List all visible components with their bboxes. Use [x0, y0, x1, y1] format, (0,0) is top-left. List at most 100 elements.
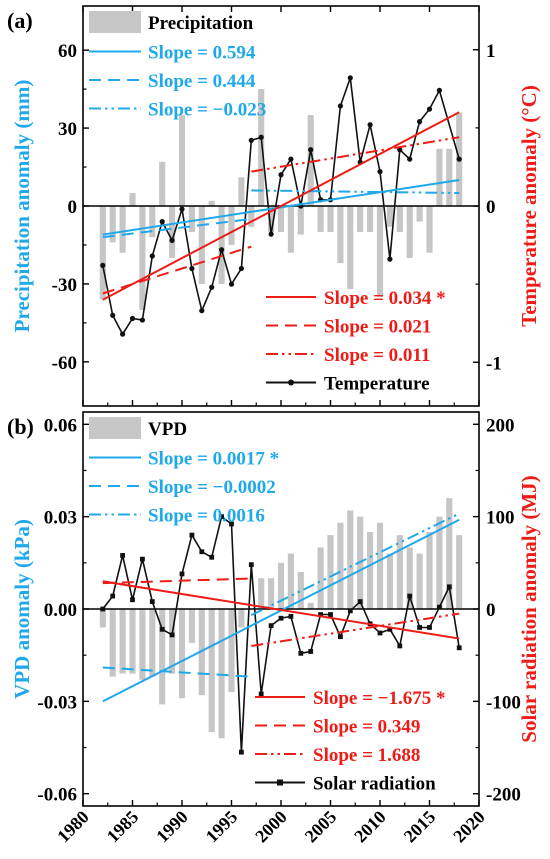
trend-line-2	[251, 189, 460, 195]
legend-label-trend: Slope = 0.444	[148, 71, 256, 92]
bar-vpd-1983	[109, 609, 116, 677]
point-1983	[110, 593, 116, 599]
point-2003	[308, 649, 314, 654]
bar-vpd-2011	[386, 553, 393, 609]
point-2006	[338, 634, 343, 640]
bar-vpd-1991	[188, 609, 195, 643]
xtick-label: 2005	[301, 807, 341, 847]
bar-vpd-2013	[406, 547, 413, 609]
legend-label-trend: Slope = 0.011	[324, 345, 430, 366]
legend-label-trend: Slope = 0.594	[148, 43, 256, 64]
bar-vpd-1985	[129, 609, 136, 674]
bar-precipitation-2002	[297, 206, 304, 235]
bar-precipitation-1992	[198, 206, 205, 284]
trend-line-3	[102, 580, 460, 640]
point-1987	[149, 599, 155, 605]
bar-vpd-2014	[416, 553, 423, 609]
bar-vpd-2018	[456, 535, 463, 609]
trend-line-3	[102, 111, 460, 301]
point-2012	[397, 643, 403, 649]
point-2012	[397, 147, 403, 153]
bar-precipitation-2016	[436, 148, 443, 206]
point-2017	[446, 584, 452, 590]
bar-precipitation-1991	[188, 206, 195, 232]
bar-precipitation-1986	[139, 206, 146, 310]
bar-vpd-1988	[159, 609, 166, 705]
point-1992	[199, 549, 205, 555]
point-1990	[179, 206, 185, 212]
point-2011	[387, 626, 393, 632]
legend-bottom: Slope = −1.675 * Slope = 0.349 Slope = 1.6…	[255, 688, 446, 795]
point-1998	[258, 134, 264, 140]
bar-precipitation-1984	[119, 206, 126, 253]
point-2009	[367, 122, 373, 128]
point-1995	[229, 521, 234, 527]
point-2001	[288, 613, 294, 619]
legend-label-trend: Slope = 1.688	[313, 745, 420, 766]
bar-precipitation-1996	[238, 177, 245, 206]
point-2000	[278, 172, 284, 178]
legend-label-trend: Slope = 0.034 *	[324, 288, 446, 309]
legend-swatch-bar	[89, 417, 141, 439]
point-1997	[248, 137, 254, 143]
legend-label-line: Solar radiation	[313, 774, 436, 795]
bar-precipitation-2005	[327, 206, 334, 232]
bar-vpd-2004	[317, 547, 324, 609]
point-2004	[318, 612, 323, 617]
legend-top: Precipitation Slope = 0.594 Slope = 0.444 S…	[89, 11, 266, 121]
bar-precipitation-1999	[268, 206, 275, 232]
bar-vpd-2007	[347, 510, 354, 609]
bar-precipitation-2006	[337, 206, 344, 264]
legend-label-trend: Slope = 0.0016	[148, 506, 265, 527]
bar-precipitation-2013	[406, 206, 413, 258]
bar-precipitation-1998	[258, 89, 265, 206]
bar-precipitation-2012	[396, 206, 403, 232]
point-2014	[417, 119, 423, 125]
bar-precipitation-2017	[446, 148, 453, 206]
trend-line-4	[102, 577, 252, 585]
legend-label-trend: Slope = −1.675 *	[313, 688, 446, 709]
point-1989	[169, 237, 175, 243]
legend-label-trend: Slope = 0.349	[313, 717, 420, 738]
legend-label-bar: VPD	[148, 419, 187, 440]
bar-precipitation-1988	[159, 161, 166, 206]
y-axis-title-right: Solar radiation anomaly (MJ)	[517, 475, 541, 742]
bar-vpd-2015	[426, 532, 433, 609]
point-2010	[377, 630, 383, 636]
point-1985	[130, 597, 135, 603]
point-2001	[288, 156, 294, 162]
ytick-label-left: -0.06	[37, 785, 77, 806]
bar-precipitation-2008	[357, 206, 364, 232]
point-2014	[417, 625, 422, 630]
bar-vpd-1986	[139, 609, 146, 680]
bar-vpd-1987	[149, 609, 156, 677]
bar-precipitation-1993	[208, 200, 215, 206]
bar-precipitation-2010	[376, 206, 384, 297]
bar-vpd-2012	[396, 535, 403, 609]
bar-vpd-1992	[198, 609, 205, 696]
bar-precipitation-2015	[426, 206, 433, 253]
bar-vpd-1999	[268, 578, 275, 609]
point-1988	[159, 626, 165, 632]
bar-vpd-1994	[218, 609, 225, 739]
legend-label-trend: Slope = 0.0017 *	[148, 449, 279, 470]
panel-a: -60 -30 0 30 60 -1 0 1 Precipitation anomaly (mm…	[7, 5, 541, 407]
trend-line-5	[251, 136, 460, 173]
point-2015	[427, 625, 432, 630]
point-1999	[268, 231, 274, 237]
legend-label-trend: Slope = −0.0002	[148, 477, 276, 498]
trend-line-2	[250, 512, 460, 617]
ytick-label-left: -60	[52, 353, 77, 374]
bar-precipitation-2001	[287, 206, 294, 253]
point-2006	[337, 103, 343, 109]
point-2007	[347, 608, 353, 614]
ytick-label-left: 30	[58, 119, 77, 140]
point-1984	[120, 553, 125, 558]
legend-bottom: Slope = 0.034 * Slope = 0.021 Slope = 0.01…	[266, 288, 446, 395]
ytick-label-left: 0.06	[44, 415, 77, 436]
bar-vpd-1995	[228, 609, 235, 693]
bar-precipitation-2000	[277, 206, 285, 232]
trend-line-1	[102, 666, 252, 678]
xtick-label: 1985	[103, 807, 143, 847]
